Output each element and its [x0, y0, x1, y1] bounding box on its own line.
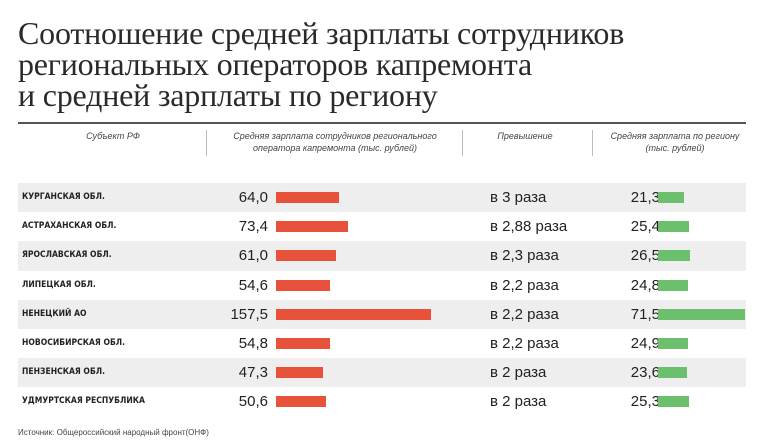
region-name: Удмуртская республика — [22, 396, 145, 407]
excess-ratio: в 2,2 раза — [490, 334, 559, 352]
header-operator-salary: Средняя зарплата сотрудников регионально… — [233, 131, 437, 153]
region-name: Новосибирская обл. — [22, 337, 126, 348]
operator-salary-bar — [276, 279, 330, 291]
table-row: Липецкая обл. 54,6 в 2,2 раза 24,8 — [18, 271, 746, 300]
table-row: Новосибирская обл. 54,8 в 2,2 раза 24,9 — [18, 329, 746, 358]
region-name: Липецкая обл. — [22, 279, 96, 290]
header-subject: Субъект РФ — [86, 131, 140, 141]
operator-salary-bar — [276, 308, 431, 320]
source-note: Источник: Общероссийский народный фронт(… — [18, 428, 209, 437]
region-salary-bar — [658, 367, 687, 379]
operator-salary-bar — [276, 192, 339, 203]
operator-salary-value: 64,0 — [238, 189, 268, 206]
region-name: Ярославская обл. — [22, 250, 112, 261]
table-row: Астраханская обл. 73,4 в 2,88 раза 25,4 — [18, 212, 746, 241]
region-salary-bar — [658, 396, 689, 408]
title-line-1: Соотношение средней зарплаты сотрудников — [18, 15, 625, 51]
table-row: Ярославская обл. 61,0 в 2,3 раза 26,5 — [18, 241, 746, 271]
region-salary-value: 24,9 — [630, 334, 660, 352]
table-row: Курганская обл. 64,0 в 3 раза 21,3 — [18, 183, 746, 213]
operator-salary-bar — [276, 250, 336, 262]
header-separator — [462, 130, 463, 156]
region-salary-bar — [658, 221, 689, 233]
operator-salary-value: 50,6 — [238, 393, 268, 411]
region-salary-bar — [658, 308, 745, 320]
region-name: Ненецкий АО — [22, 308, 87, 319]
operator-salary-value: 54,8 — [238, 334, 268, 352]
operator-salary-value: 157,5 — [230, 305, 268, 323]
operator-salary-bar — [276, 221, 349, 233]
header-rule — [18, 122, 746, 124]
operator-salary-value: 54,6 — [238, 276, 268, 294]
table-row: Ненецкий АО 157,5 в 2,2 раза 71,5 — [18, 299, 746, 329]
operator-salary-value: 73,4 — [238, 218, 268, 236]
excess-ratio: в 2,88 раза — [490, 218, 568, 236]
region-salary-value: 25,3 — [630, 393, 660, 411]
region-salary-value: 26,5 — [630, 247, 660, 265]
table-row: Пензенская обл. 47,3 в 2 раза 23,6 — [18, 358, 746, 388]
region-salary-bar — [658, 279, 689, 291]
data-rows: Курганская обл. 64,0 в 3 раза 21,3 Астраханс… — [18, 183, 746, 417]
region-name: Пензенская обл. — [22, 367, 106, 378]
excess-ratio: в 2,3 раза — [490, 247, 559, 265]
header-separator — [206, 130, 207, 156]
operator-salary-value: 47,3 — [238, 364, 268, 382]
excess-ratio: в 3 раза — [490, 189, 547, 206]
header-region-salary: Средняя зарплата по региону (тыс. рублей… — [610, 131, 740, 153]
region-name: Астраханская обл. — [22, 221, 117, 232]
operator-salary-bar — [276, 396, 326, 408]
excess-ratio: в 2 раза — [490, 393, 547, 411]
region-salary-value: 25,4 — [630, 218, 660, 236]
region-name: Курганская обл. — [22, 192, 105, 202]
region-salary-value: 23,6 — [630, 364, 660, 382]
excess-ratio: в 2,2 раза — [490, 276, 559, 294]
title-line-2: региональных операторов капремонта — [18, 46, 532, 82]
region-salary-bar — [658, 192, 684, 203]
operator-salary-bar — [276, 337, 330, 349]
table-row: Удмуртская республика 50,6 в 2 раза 25,3 — [18, 387, 746, 416]
chart-title: Соотношение средней зарплаты сотрудников… — [18, 15, 758, 113]
region-salary-value: 21,3 — [630, 189, 660, 206]
header-excess: Превышение — [497, 131, 553, 141]
region-salary-bar — [658, 250, 691, 262]
region-salary-value: 71,5 — [630, 305, 660, 323]
excess-ratio: в 2,2 раза — [490, 305, 559, 323]
operator-salary-bar — [276, 367, 323, 379]
header-separator — [592, 130, 593, 156]
title-line-3: и средней зарплаты по региону — [18, 77, 438, 113]
region-salary-value: 24,8 — [630, 276, 660, 294]
region-salary-bar — [658, 337, 689, 349]
operator-salary-value: 61,0 — [238, 247, 268, 265]
excess-ratio: в 2 раза — [490, 364, 547, 382]
